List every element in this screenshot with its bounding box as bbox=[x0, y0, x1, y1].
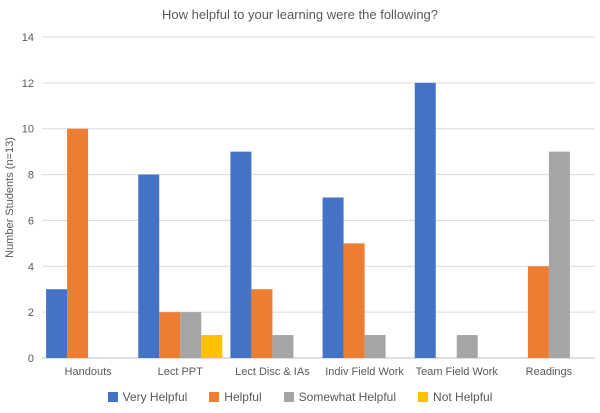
y-tick-label: 12 bbox=[22, 78, 34, 90]
bar-helpful-indiv-field-work bbox=[343, 243, 365, 358]
bar-helpful-handouts bbox=[67, 128, 89, 358]
bar-helpful-lect-ppt bbox=[159, 312, 181, 358]
x-category-label: Lect PPT bbox=[158, 366, 204, 378]
bar-somewhat-helpful-indiv-field-work bbox=[364, 335, 386, 358]
bar-very-helpful-lect-disc-ias bbox=[230, 151, 252, 358]
y-tick-label: 14 bbox=[22, 32, 34, 44]
legend-swatch-not-helpful bbox=[418, 392, 429, 402]
legend-item-helpful: Helpful bbox=[209, 390, 262, 404]
bar-helpful-readings bbox=[527, 266, 549, 358]
y-tick-label: 2 bbox=[28, 307, 34, 319]
bar-helpful-lect-disc-ias bbox=[251, 289, 273, 358]
bar-somewhat-helpful-team-field-work bbox=[456, 335, 478, 358]
y-tick-label: 10 bbox=[22, 124, 34, 136]
legend-label-not-helpful: Not Helpful bbox=[433, 390, 493, 404]
legend-swatch-very-helpful bbox=[107, 392, 118, 402]
legend-item-somewhat-helpful: Somewhat Helpful bbox=[283, 390, 397, 404]
legend-label-somewhat-helpful: Somewhat Helpful bbox=[298, 390, 397, 404]
x-category-label: Team Field Work bbox=[416, 366, 499, 378]
legend-item-not-helpful: Not Helpful bbox=[418, 390, 492, 404]
legend-label-very-helpful: Very Helpful bbox=[122, 390, 188, 404]
x-category-label: Readings bbox=[526, 366, 573, 378]
legend-item-very-helpful: Very Helpful bbox=[107, 390, 188, 404]
y-tick-label: 0 bbox=[28, 353, 34, 365]
legend-swatch-helpful bbox=[209, 392, 220, 402]
bar-very-helpful-indiv-field-work bbox=[322, 197, 344, 358]
x-category-label: Handouts bbox=[65, 366, 113, 378]
chart-title: How helpful to your learning were the fo… bbox=[161, 7, 439, 22]
y-tick-label: 6 bbox=[28, 215, 34, 227]
bar-very-helpful-team-field-work bbox=[414, 82, 436, 358]
y-axis-title: Number Students (n=13) bbox=[4, 137, 16, 258]
y-tick-label: 4 bbox=[28, 261, 34, 273]
bar-somewhat-helpful-lect-disc-ias bbox=[272, 335, 294, 358]
bar-not-helpful-lect-ppt bbox=[201, 335, 223, 358]
y-tick-label: 8 bbox=[28, 170, 34, 182]
bar-very-helpful-handouts bbox=[46, 289, 68, 358]
chart-legend: Very Helpful Helpful Somewhat Helpful Not H… bbox=[0, 387, 600, 407]
x-category-label: Indiv Field Work bbox=[325, 366, 404, 378]
bar-somewhat-helpful-readings bbox=[548, 151, 570, 358]
legend-swatch-somewhat-helpful bbox=[283, 392, 294, 402]
legend-label-helpful: Helpful bbox=[224, 390, 262, 404]
bar-very-helpful-lect-ppt bbox=[138, 174, 160, 358]
x-category-label: Lect Disc & IAs bbox=[235, 366, 310, 378]
bar-somewhat-helpful-lect-ppt bbox=[180, 312, 202, 358]
